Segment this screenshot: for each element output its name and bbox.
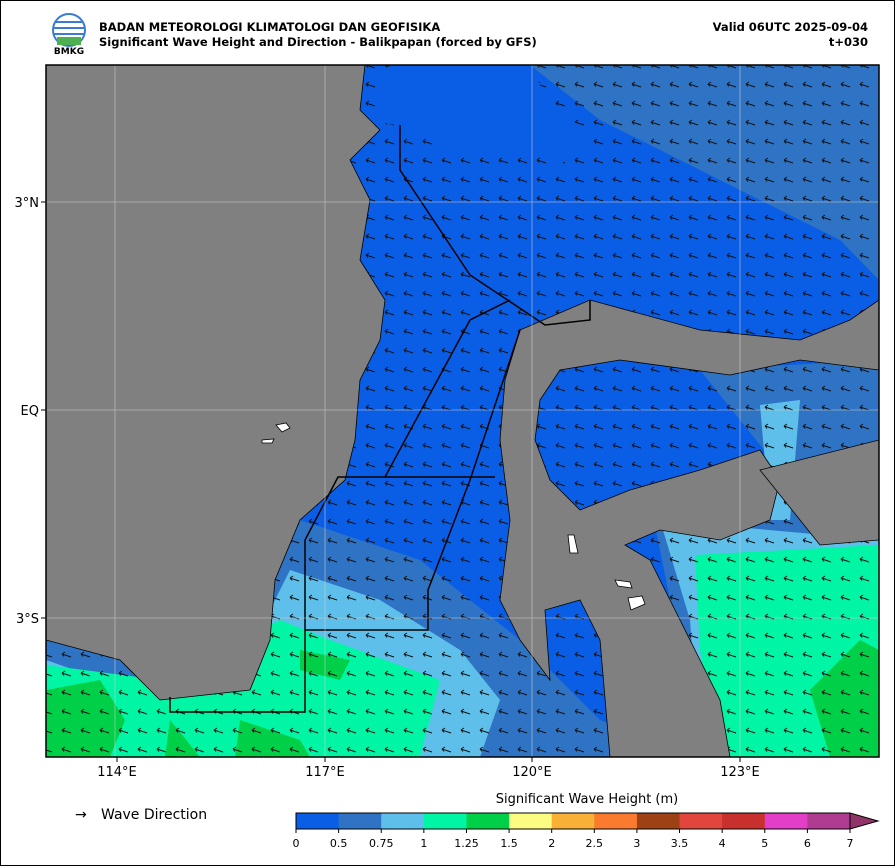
- land-sulawesi: [499, 299, 879, 757]
- logo: BMKG: [52, 13, 86, 57]
- colorbar-tick-label: 0: [293, 837, 300, 850]
- forecast-step: t+030: [829, 35, 868, 49]
- colorbar-segment: [296, 813, 340, 829]
- legend-label: Wave Direction: [101, 807, 207, 823]
- colorbar-segment: [679, 813, 723, 829]
- colorbar-tick-label: 3: [633, 837, 640, 850]
- lon-label: 120°E: [512, 765, 552, 780]
- org-name: BADAN METEOROLOGI KLIMATOLOGI DAN GEOFIS…: [99, 20, 440, 34]
- lat-label: 3°N: [15, 196, 40, 211]
- lon-label: 117°E: [305, 765, 345, 780]
- colorbar-tick-label: 6: [804, 837, 811, 850]
- colorbar-tick-label: 1.5: [500, 837, 518, 850]
- colorbar-segment: [722, 813, 766, 829]
- colorbar-segment: [594, 813, 638, 829]
- axes: 114°E 117°E 120°E 123°E 3°N EQ 3°S: [15, 196, 760, 780]
- colorbar-tick-label: 2.5: [586, 837, 604, 850]
- logo-text: BMKG: [54, 47, 84, 57]
- map-frame: [45, 64, 880, 758]
- valid-time: Valid 06UTC 2025-09-04: [713, 20, 868, 34]
- lon-label: 114°E: [97, 765, 137, 780]
- colorbar-tick-label: 1: [420, 837, 427, 850]
- colorbar-tick-label: 2: [548, 837, 555, 850]
- colorbar-segment: [764, 813, 808, 829]
- legend-arrow: →: [75, 807, 87, 823]
- lat-label: EQ: [21, 404, 39, 419]
- colorbar-tick-label: 5: [761, 837, 768, 850]
- small-islands: [261, 422, 646, 611]
- colorbar-segment: [466, 813, 510, 829]
- colorbar-frame: [295, 812, 851, 830]
- map-title: Significant Wave Height and Direction - …: [99, 35, 537, 49]
- colorbar-segment: [423, 813, 467, 829]
- colorbar-segment: [338, 813, 382, 829]
- colorbar-segment: [551, 813, 595, 829]
- colorbar-title: Significant Wave Height (m): [496, 792, 678, 807]
- colorbar-tick-label: 0.75: [369, 837, 394, 850]
- colorbar-segment: [381, 813, 425, 829]
- colorbar-segment: [636, 813, 681, 829]
- lon-label: 123°E: [720, 765, 760, 780]
- colorbar: 0 0.5 0.75 1 1.25 1.5 2 2.5 3 3.5 4 5 6 7: [293, 812, 880, 850]
- land-island: [759, 439, 879, 546]
- colorbar-tick-label: 1.25: [454, 837, 479, 850]
- map: [46, 65, 879, 757]
- colorbar-tick-label: 0.5: [330, 837, 348, 850]
- colorbar-tick-label: 3.5: [671, 837, 689, 850]
- lat-label: 3°S: [16, 612, 39, 627]
- colorbar-segment: [509, 813, 553, 829]
- colorbar-tick-label: 7: [847, 837, 854, 850]
- sea-patch: [370, 65, 600, 165]
- graticule: [46, 65, 879, 757]
- domain-boundary: [169, 125, 591, 713]
- colorbar-tick-label: 4: [719, 837, 726, 850]
- colorbar-segment: [807, 813, 851, 829]
